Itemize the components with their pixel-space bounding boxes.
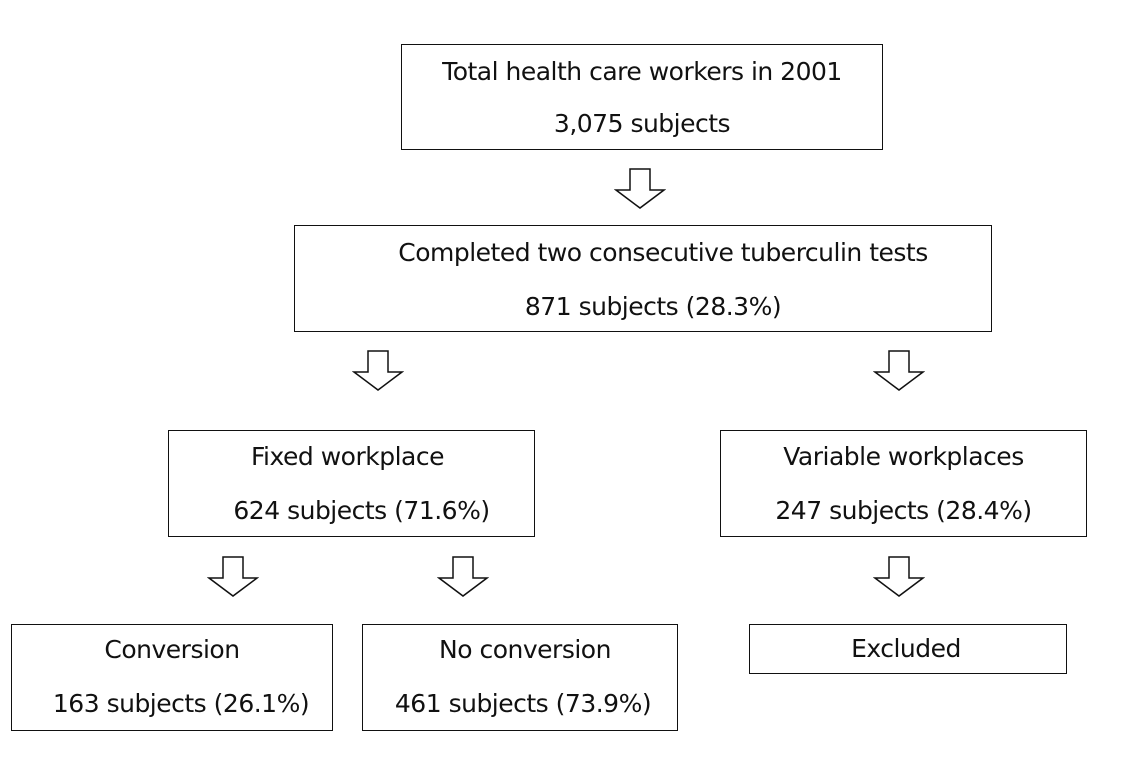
excluded-box: Excluded [749,624,1067,674]
completed-tests-count: 871 subjects (28.3%) [524,292,782,321]
fixed-workplace-title: Fixed workplace [251,442,445,471]
no-conversion-title: No conversion [439,635,611,664]
no-conversion-box: No conversion 461 subjects (73.9%) [362,624,678,731]
conversion-count: 163 subjects (26.1%) [52,689,310,718]
total-workers-box: Total health care workers in 2001 3,075 … [401,44,883,150]
no-conversion-count: 461 subjects (73.9%) [394,689,652,718]
hollow-down-arrow-icon [437,556,489,598]
variable-workplaces-count: 247 subjects (28.4%) [775,496,1032,525]
total-workers-title: Total health care workers in 2001 [442,57,842,86]
variable-workplaces-box: Variable workplaces 247 subjects (28.4%) [720,430,1087,537]
hollow-down-arrow-icon [873,556,925,598]
conversion-title: Conversion [104,635,240,664]
conversion-box: Conversion 163 subjects (26.1%) [11,624,333,731]
fixed-workplace-box: Fixed workplace 624 subjects (71.6%) [168,430,535,537]
hollow-down-arrow-icon [873,350,925,392]
fixed-workplace-count: 624 subjects (71.6%) [233,496,490,525]
hollow-down-arrow-icon [207,556,259,598]
hollow-down-arrow-icon [614,168,666,210]
completed-tests-box: Completed two consecutive tuberculin tes… [294,225,992,332]
excluded-title: Excluded [851,634,961,663]
variable-workplaces-title: Variable workplaces [783,442,1024,471]
completed-tests-title: Completed two consecutive tuberculin tes… [398,238,928,267]
total-workers-count: 3,075 subjects [553,109,731,138]
hollow-down-arrow-icon [352,350,404,392]
